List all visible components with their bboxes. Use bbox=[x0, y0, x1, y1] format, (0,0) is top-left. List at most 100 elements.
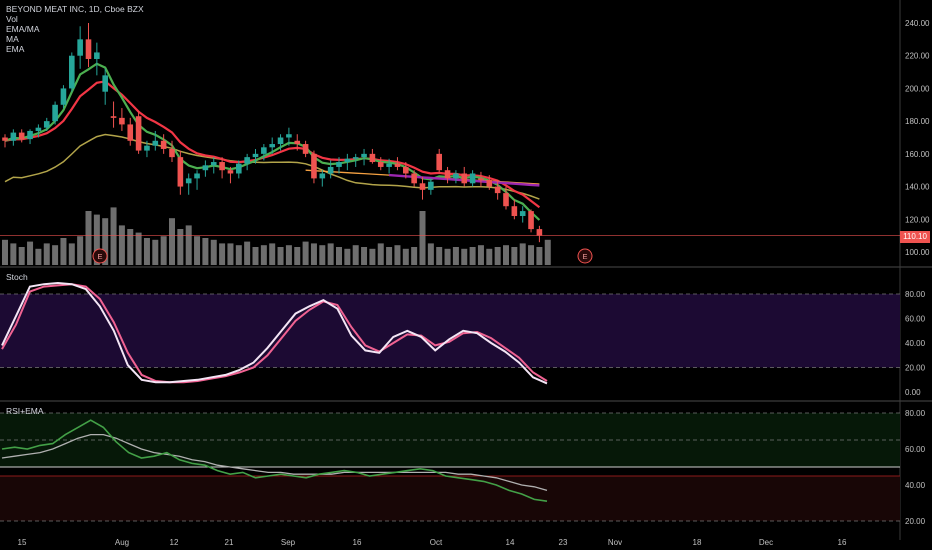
candle-body bbox=[110, 116, 117, 118]
main-legend: BEYOND MEAT INC, 1D, Cboe BZX Vol EMA/MA… bbox=[6, 4, 144, 54]
legend-ma[interactable]: MA bbox=[6, 34, 19, 44]
candle-body bbox=[461, 173, 468, 184]
volume-bar bbox=[18, 247, 25, 265]
volume-bar bbox=[469, 247, 476, 265]
candle-body bbox=[411, 173, 417, 184]
candle-body bbox=[377, 162, 384, 167]
volume-bar bbox=[536, 247, 543, 265]
candle-body bbox=[52, 104, 58, 122]
legend-vol[interactable]: Vol bbox=[6, 14, 18, 24]
volume-bar bbox=[110, 207, 117, 265]
price-tick-label: 240.00 bbox=[905, 19, 930, 28]
rsi-tick-label: 80.00 bbox=[905, 409, 926, 418]
stoch-tick-label: 40.00 bbox=[905, 339, 926, 348]
candle-body bbox=[94, 52, 100, 59]
price-tick-label: 160.00 bbox=[905, 150, 930, 159]
candle-body bbox=[2, 137, 8, 141]
volume-bar bbox=[227, 243, 234, 265]
price-tick-label: 100.00 bbox=[905, 248, 930, 257]
earnings-marker-label: E bbox=[582, 252, 587, 261]
candle-body bbox=[419, 183, 426, 190]
earnings-marker-label: E bbox=[97, 252, 102, 261]
volume-bar bbox=[477, 245, 484, 265]
volume-bar bbox=[185, 225, 192, 265]
stoch-k-line bbox=[1, 281, 548, 385]
volume-bar bbox=[10, 243, 17, 265]
time-tick-label: 21 bbox=[225, 538, 234, 547]
candle-body bbox=[294, 140, 301, 145]
time-tick-label: Aug bbox=[115, 538, 129, 547]
candle-body bbox=[160, 140, 167, 149]
candle-body bbox=[536, 229, 543, 236]
volume-bar bbox=[169, 218, 175, 265]
volume-bar bbox=[319, 245, 326, 265]
candle-body bbox=[227, 170, 234, 174]
candle-body bbox=[394, 163, 401, 167]
candle-body bbox=[311, 153, 317, 179]
candle-body bbox=[511, 206, 518, 217]
volume-bar bbox=[102, 218, 109, 265]
volume-bar bbox=[93, 214, 100, 265]
volume-bar bbox=[252, 247, 259, 265]
candle-body bbox=[494, 186, 501, 194]
candle-body bbox=[18, 132, 25, 140]
rsi-tick-label: 60.00 bbox=[905, 445, 926, 454]
stoch-tick-label: 60.00 bbox=[905, 315, 926, 324]
candle-body bbox=[85, 39, 92, 59]
volume-bar bbox=[436, 247, 443, 265]
volume-bar bbox=[519, 243, 526, 265]
rsi-lower-zone bbox=[0, 476, 900, 521]
candle-body bbox=[177, 157, 184, 187]
price-tick-label: 140.00 bbox=[905, 183, 930, 192]
volume-bar bbox=[177, 229, 184, 265]
volume-bar bbox=[452, 247, 459, 265]
candle-body bbox=[60, 88, 67, 105]
candle-body bbox=[503, 193, 509, 207]
volume-bar bbox=[394, 245, 401, 265]
candle-body bbox=[386, 163, 392, 167]
last-price-badge: 110.10 bbox=[900, 231, 930, 243]
volume-bar bbox=[486, 248, 493, 265]
candle-body bbox=[135, 116, 142, 151]
volume-bar bbox=[327, 243, 334, 265]
volume-bar bbox=[344, 248, 351, 265]
volume-bar bbox=[35, 248, 42, 265]
volume-bar bbox=[419, 211, 426, 265]
volume-bar bbox=[544, 239, 551, 265]
volume-bar bbox=[210, 239, 217, 265]
candle-body bbox=[202, 165, 209, 171]
price-tick-label: 220.00 bbox=[905, 52, 930, 61]
time-tick-label: Sep bbox=[281, 538, 296, 547]
candle-body bbox=[302, 144, 309, 154]
candle-body bbox=[261, 147, 267, 154]
volume-bar bbox=[43, 243, 50, 265]
volume-bar bbox=[302, 241, 309, 265]
volume-bar bbox=[2, 239, 8, 265]
volume-bar bbox=[377, 243, 384, 265]
candle-body bbox=[219, 162, 225, 171]
volume-bar bbox=[85, 211, 92, 265]
volume-bar bbox=[194, 236, 201, 265]
volume-bar bbox=[427, 243, 434, 265]
time-tick-label: 18 bbox=[693, 538, 702, 547]
stoch-tick-label: 80.00 bbox=[905, 290, 926, 299]
legend-ema-ma[interactable]: EMA/MA bbox=[6, 24, 40, 34]
rsi-ema-line bbox=[1, 433, 548, 492]
candle-body bbox=[252, 153, 259, 158]
candle-body bbox=[77, 39, 83, 56]
time-tick-label: 15 bbox=[18, 538, 27, 547]
time-tick-label: 12 bbox=[170, 538, 179, 547]
volume-bar bbox=[143, 238, 150, 265]
time-tick-label: 16 bbox=[838, 538, 847, 547]
volume-bar bbox=[127, 229, 134, 265]
candle-body bbox=[319, 173, 326, 179]
stoch-title[interactable]: Stoch bbox=[6, 272, 28, 282]
candle-body bbox=[69, 55, 75, 89]
candle-body bbox=[27, 130, 33, 140]
volume-bar bbox=[202, 238, 209, 265]
legend-ema[interactable]: EMA bbox=[6, 44, 25, 54]
rsi-title[interactable]: RSI+EMA bbox=[6, 406, 44, 416]
candle-body bbox=[519, 211, 526, 217]
volume-bar bbox=[68, 243, 75, 265]
volume-bar bbox=[277, 247, 284, 265]
